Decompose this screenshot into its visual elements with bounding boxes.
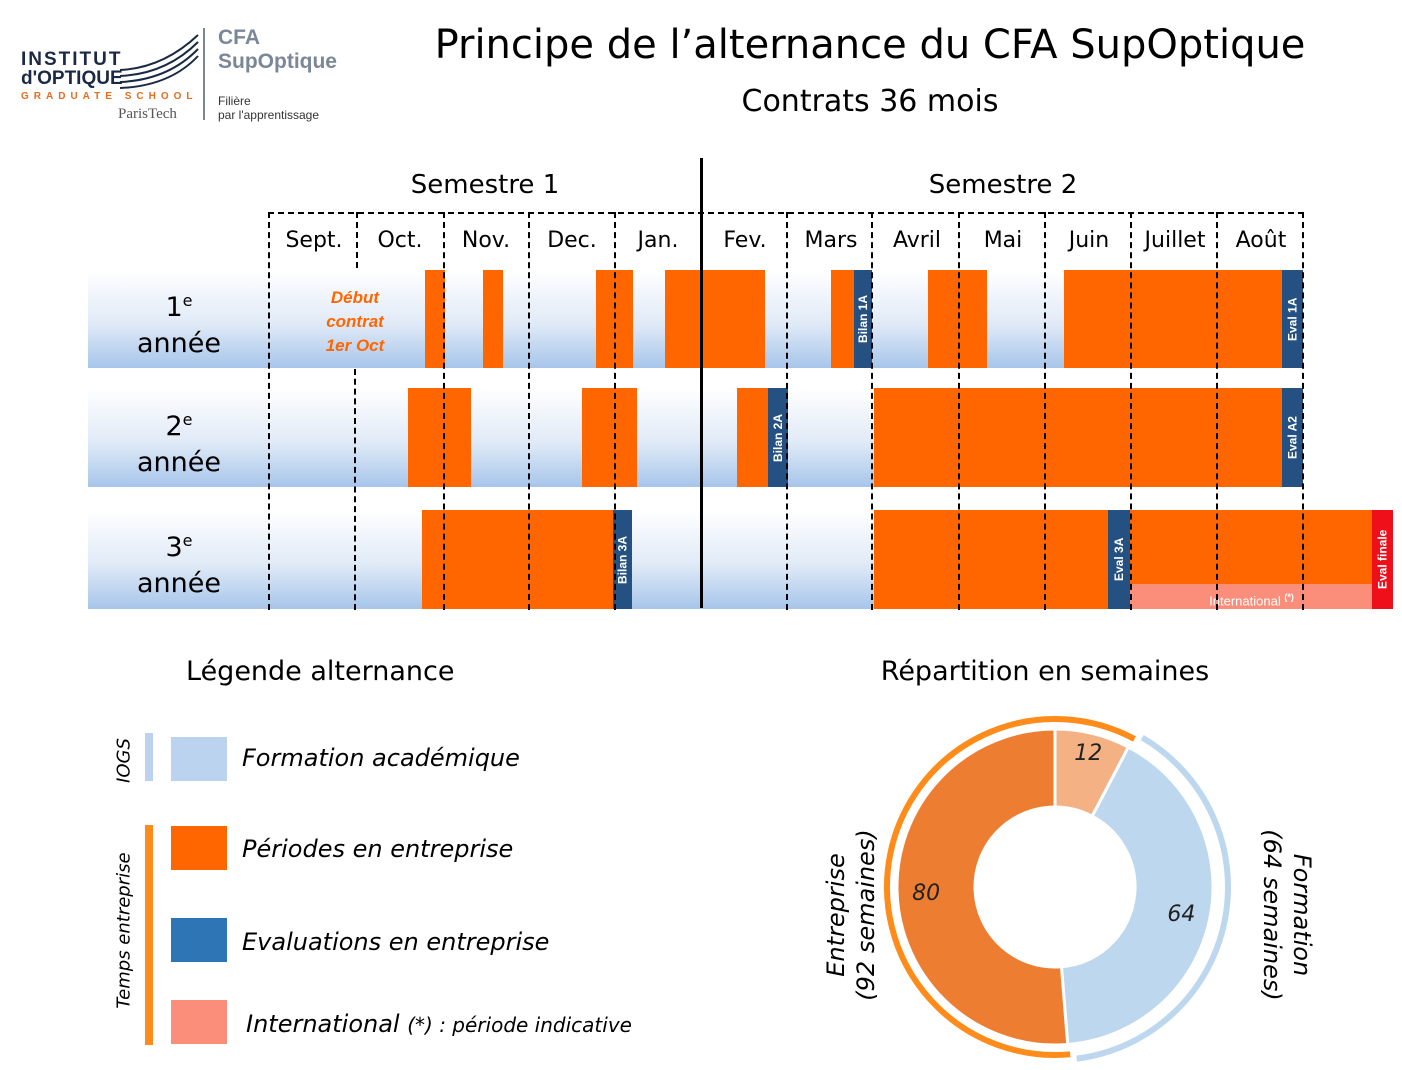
iogs-bracket [145, 733, 153, 781]
grid-line [786, 212, 788, 610]
formation-group-label: Formation (64 semaines) [1258, 829, 1316, 1001]
grid-line [268, 212, 270, 610]
grid-line [871, 212, 873, 610]
eval-a2-evaluation: Eval A2 [1282, 388, 1303, 487]
month-label: Nov. [461, 228, 511, 253]
slice-value-label: 64 [1167, 902, 1195, 927]
year-1-enterprise-period [483, 270, 503, 368]
logo-separator [203, 28, 205, 120]
bilan-2a-evaluation: Bilan 2A [768, 388, 788, 487]
year-2-enterprise-period [874, 388, 1283, 487]
eval-1a-evaluation: Eval 1A [1282, 270, 1303, 368]
month-label: Juillet [1144, 228, 1206, 253]
year-3-enterprise-period [1130, 510, 1373, 584]
donut-chart: 12 64 80 [884, 716, 1231, 1062]
logo-doptique-text: d'OPTIQUE [21, 68, 123, 89]
legend-swatch-formation [171, 737, 227, 781]
logo-graduate-school-text: GRADUATE SCHOOL [21, 91, 198, 102]
slice-value-label: 80 [912, 881, 940, 906]
month-label: Sept. [285, 228, 343, 253]
logo-institut-text: INSTITUT [21, 49, 123, 70]
page-title: Principe de l’alternance du CFA SupOptiq… [434, 22, 1306, 68]
bilan-1a-evaluation: Bilan 1A [854, 270, 872, 368]
month-label: Avril [892, 228, 942, 253]
year-3-label: 3e année [137, 531, 221, 599]
debut-contrat-note: Début contrat 1er Oct [325, 288, 385, 355]
group-arc [884, 716, 1136, 1058]
year-2-enterprise-period [737, 388, 769, 487]
year-1-enterprise-period [1064, 270, 1283, 368]
eval-finale-evaluation: Eval finale [1372, 510, 1393, 609]
slice-value-label: 12 [1074, 741, 1102, 766]
year-1-label: 1e année [137, 291, 221, 359]
group-arc [1076, 734, 1231, 1062]
year-1-enterprise-period [425, 270, 445, 368]
legend-swatch-entreprise [171, 826, 227, 870]
semester-2-label: Semestre 2 [928, 170, 1078, 200]
legend-label-formation: Formation académique [242, 744, 520, 772]
temps-entreprise-bracket [145, 825, 153, 1045]
entreprise-group-label: Entreprise (92 semaines) [822, 829, 880, 1001]
year-2-enterprise-period [582, 388, 637, 487]
legend-title: Légende alternance [186, 656, 455, 687]
grid-line [528, 212, 530, 610]
legend-label-entreprise: Périodes en entreprise [242, 835, 514, 863]
month-label: Mai [983, 228, 1023, 253]
grid-line [1216, 212, 1218, 610]
month-label: Fev. [723, 228, 767, 253]
page-subtitle: Contrats 36 mois [741, 84, 999, 119]
month-label: Juin [1068, 228, 1110, 253]
semester-divider [700, 158, 703, 608]
year-2-label: 2e année [137, 410, 221, 478]
month-label: Oct. [377, 228, 423, 253]
grid-line [356, 212, 358, 268]
chart-title: Répartition en semaines [880, 656, 1210, 687]
year-3-enterprise-period [874, 510, 1109, 609]
grid-line [443, 212, 445, 610]
year-1-enterprise-period [928, 270, 987, 368]
year-3-enterprise-period [422, 510, 614, 609]
month-label: Jan. [637, 228, 679, 253]
grid-line [1302, 212, 1304, 610]
logo-arc-lines-icon [119, 34, 199, 89]
logo-apprentissage-text: par l'apprentissage [218, 108, 320, 122]
logo-cfa-text: CFA [218, 26, 260, 49]
iogs-label: IOGS [113, 738, 135, 783]
logo-paristech-text: ParisTech [118, 106, 177, 122]
donut-slice [1059, 745, 1215, 1047]
legend-swatch-evaluation [171, 918, 227, 962]
month-label: Mars [804, 228, 858, 253]
year-1-enterprise-period [665, 270, 765, 368]
legend-swatch-international [171, 1000, 227, 1044]
logo-supoptique-text: SupOptique [218, 50, 337, 73]
logo: INSTITUT d'OPTIQUE GRADUATE SCHOOL Paris… [18, 22, 348, 127]
legend-label-evaluation: Evaluations en entreprise [242, 928, 550, 956]
month-label: Août [1235, 228, 1287, 253]
grid-line [354, 369, 356, 610]
donut-slice [895, 727, 1070, 1047]
temps-entreprise-label: Temps entreprise [113, 852, 135, 1009]
logo-filiere-text: Filière [218, 94, 251, 108]
grid-line [614, 212, 616, 610]
grid-line [1044, 212, 1046, 610]
international-note: (*) : période indicative [407, 1013, 632, 1037]
grid-line [1130, 212, 1132, 610]
grid-line [958, 212, 960, 610]
international-period: International (*) [1130, 584, 1373, 609]
year-2-enterprise-period [408, 388, 471, 487]
legend-label-international: International (*) : période indicative [246, 1010, 632, 1038]
semester-1-label: Semestre 1 [410, 170, 560, 200]
eval-3a-evaluation: Eval 3A [1108, 510, 1130, 609]
month-label: Dec. [547, 228, 597, 253]
year-1-enterprise-period [831, 270, 855, 368]
